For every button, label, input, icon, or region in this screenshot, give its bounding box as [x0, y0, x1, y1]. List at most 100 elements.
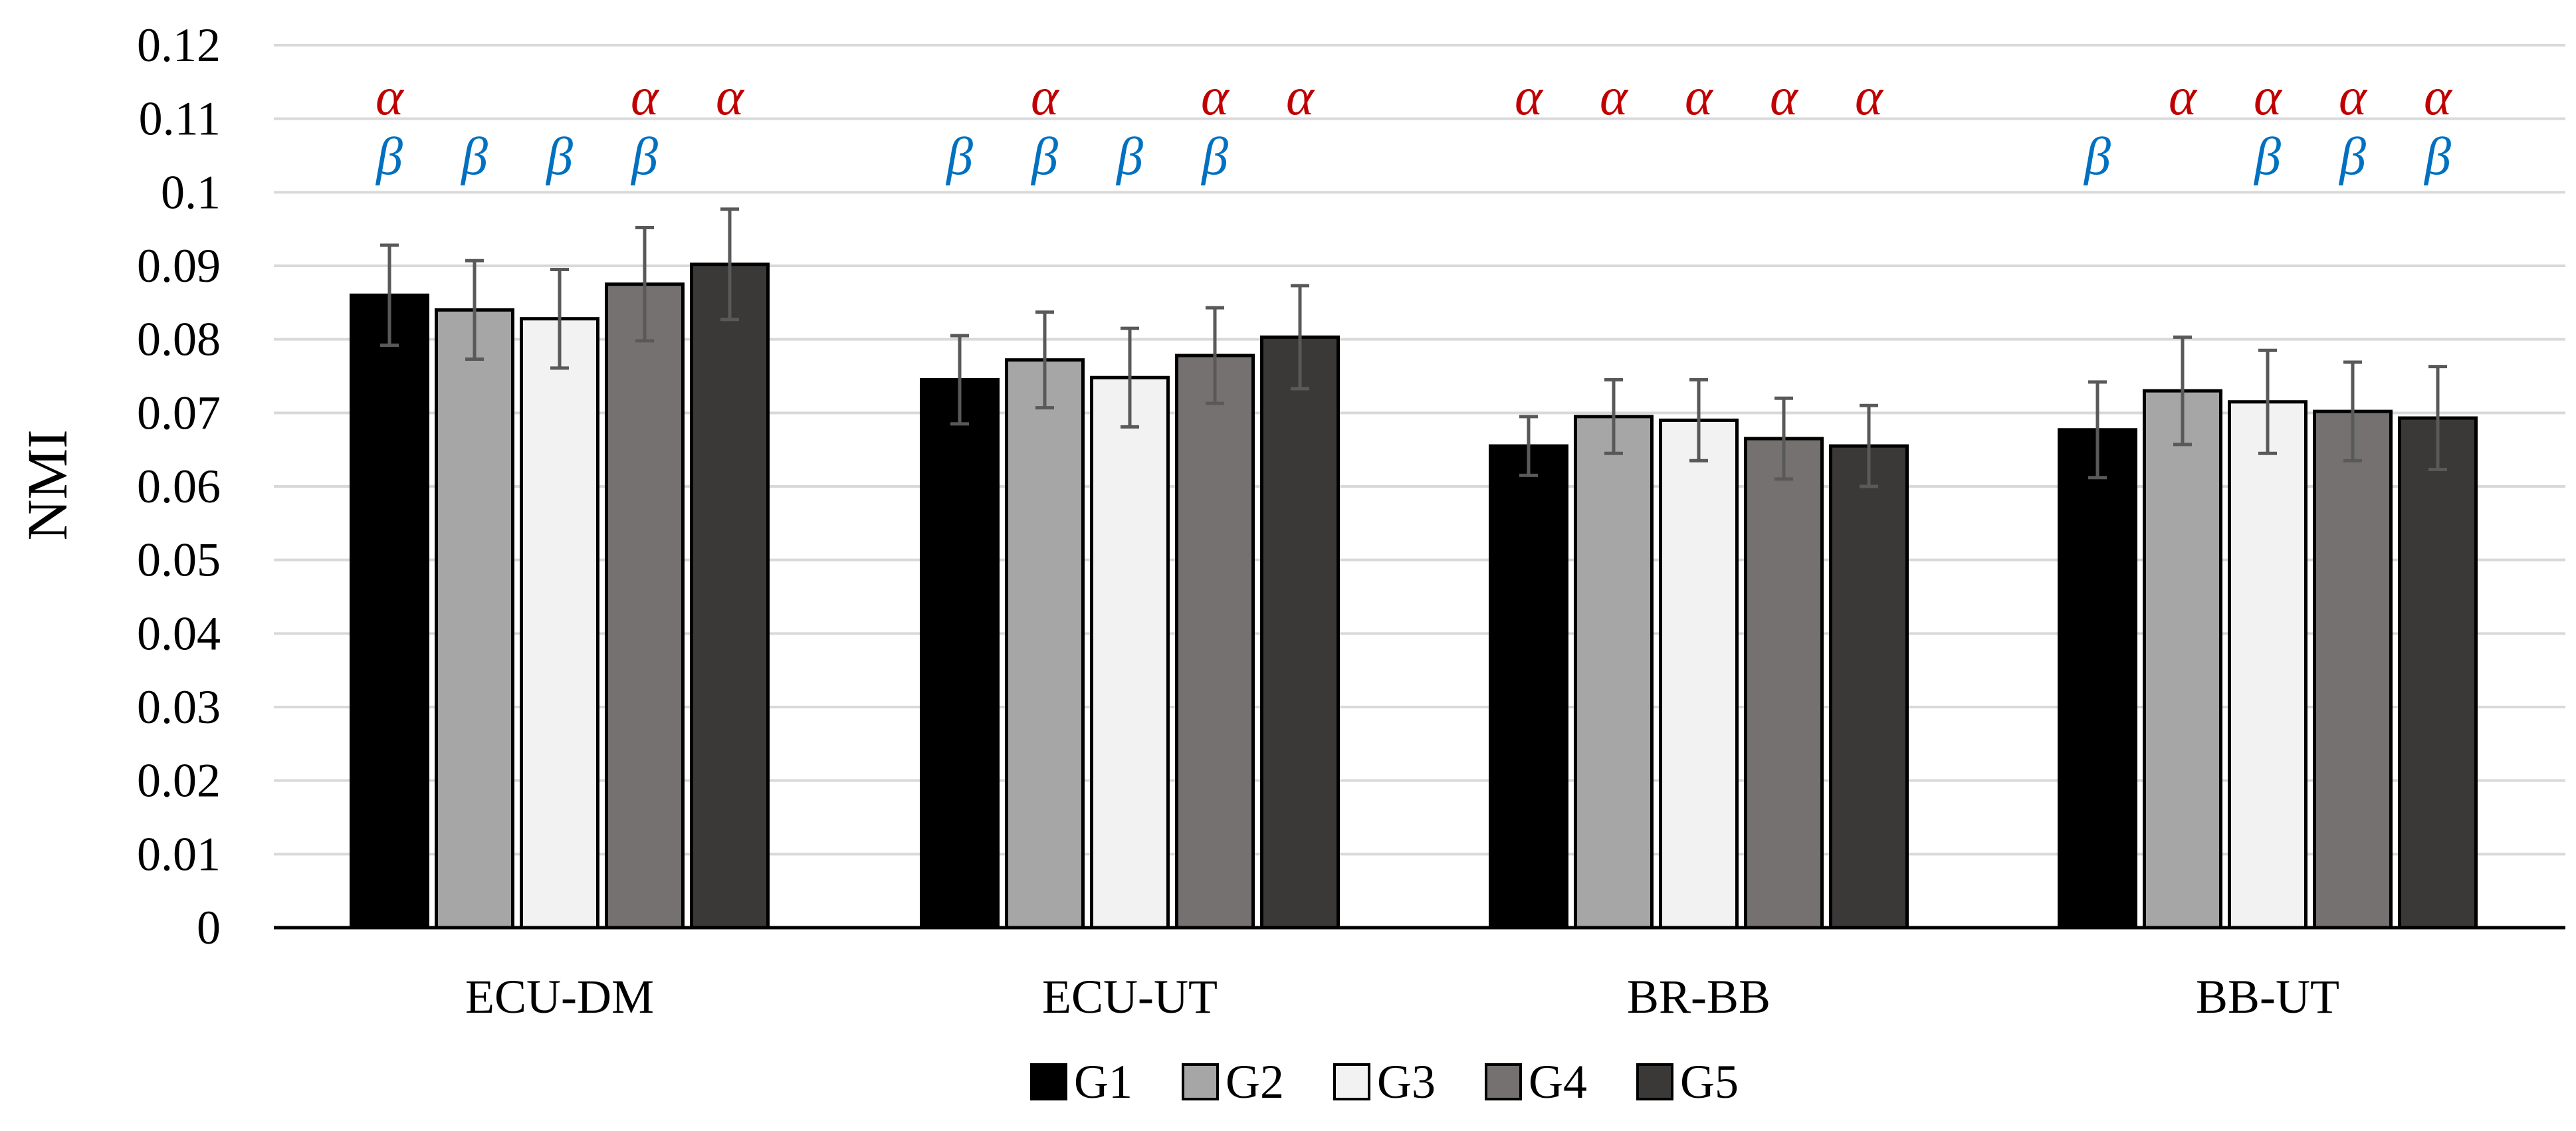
error-bar	[1121, 326, 1139, 429]
legend: G1 G2 G3 G4 G5	[1030, 1055, 1739, 1108]
error-bar	[2088, 380, 2107, 480]
error-bar	[550, 268, 569, 370]
bar-ecu-dm-g5	[690, 262, 770, 930]
alpha-marker: α	[1515, 68, 1544, 126]
beta-marker: β	[545, 128, 573, 186]
error-bar	[950, 334, 969, 426]
bar-br-bb-g1	[1489, 444, 1568, 930]
bar-bb-ut-g1	[2058, 428, 2137, 930]
legend-swatch	[1333, 1063, 1370, 1100]
beta-marker: β	[375, 128, 403, 186]
bar-br-bb-g2	[1574, 415, 1654, 930]
y-tick-label: 0.04	[137, 607, 221, 660]
error-bar	[465, 258, 484, 361]
legend-label: G4	[1529, 1055, 1587, 1108]
y-tick-label: 0.11	[139, 92, 221, 146]
bar-ecu-dm-g3	[520, 317, 599, 930]
error-bar	[2173, 335, 2192, 447]
beta-marker: β	[460, 128, 488, 186]
error-bar	[1035, 310, 1054, 410]
beta-marker: β	[1200, 128, 1228, 186]
alpha-marker: α	[1031, 68, 1060, 126]
legend-item-g4: G4	[1485, 1055, 1587, 1108]
bar-br-bb-g3	[1659, 418, 1739, 930]
bar-bb-ut-g4	[2313, 409, 2393, 930]
alpha-marker: α	[376, 68, 405, 126]
beta-marker: β	[2253, 128, 2281, 186]
alpha-marker: α	[1600, 68, 1629, 126]
legend-item-g1: G1	[1030, 1055, 1132, 1108]
error-bar	[635, 225, 654, 343]
category-label: BB-UT	[2196, 970, 2339, 1023]
y-tick-label: 0.09	[137, 239, 221, 292]
y-tick-label: 0.02	[137, 754, 221, 807]
y-tick-label: 0.08	[137, 313, 221, 366]
bar-ecu-dm-g4	[605, 282, 685, 930]
y-tick-label: 0	[197, 901, 221, 954]
y-tick-label: 0.1	[161, 165, 221, 219]
category-labels: ECU-DM ECU-UT BR-BB BB-UT	[465, 970, 2339, 1023]
error-bar	[2258, 348, 2277, 455]
bar-bb-ut-g5	[2398, 416, 2478, 930]
error-bar	[1689, 378, 1708, 463]
alpha-marker: α	[631, 68, 660, 126]
alpha-marker: α	[1685, 68, 1714, 126]
error-bar	[1291, 284, 1309, 391]
bar-ecu-ut-g4	[1175, 354, 1255, 930]
beta-marker: β	[2423, 128, 2451, 186]
error-bar	[1519, 415, 1538, 477]
category-label: BR-BB	[1627, 970, 1771, 1023]
y-tick-label: 0.01	[137, 827, 221, 880]
y-axis-ticks: 0 0.01 0.02 0.03 0.04 0.05 0.06 0.07 0.08 0.09 0.1…	[137, 19, 221, 954]
legend-swatch	[1485, 1063, 1522, 1100]
error-bar	[720, 207, 739, 322]
y-tick-label: 0.07	[137, 386, 221, 439]
legend-label: G5	[1680, 1055, 1739, 1108]
alpha-marker: α	[1201, 68, 1230, 126]
bar-ecu-dm-g2	[435, 308, 514, 930]
bar-br-bb-g5	[1829, 444, 1909, 930]
error-bars	[380, 207, 2447, 488]
category-label: ECU-DM	[465, 970, 654, 1023]
bar-ecu-dm-g1	[350, 293, 429, 930]
legend-swatch	[1636, 1063, 1673, 1100]
beta-marker: β	[2083, 128, 2111, 186]
y-tick-label: 0.03	[137, 680, 221, 734]
alpha-marker: α	[2254, 68, 2283, 126]
bar-br-bb-g4	[1744, 437, 1824, 930]
alpha-marker: α	[2424, 68, 2453, 126]
beta-marker: β	[945, 128, 973, 186]
legend-label: G3	[1377, 1055, 1436, 1108]
y-tick-label: 0.06	[137, 460, 221, 513]
legend-label: G2	[1226, 1055, 1284, 1108]
legend-label: G1	[1074, 1055, 1132, 1108]
alpha-marker: α	[1286, 68, 1315, 126]
error-bar	[2343, 360, 2362, 463]
legend-item-g2: G2	[1182, 1055, 1284, 1108]
alpha-marker: α	[2339, 68, 2368, 126]
legend-swatch	[1182, 1063, 1219, 1100]
error-bar	[1774, 396, 1793, 481]
alpha-marker: α	[1770, 68, 1799, 126]
beta-marker: β	[1115, 128, 1143, 186]
error-bar	[1206, 306, 1224, 405]
bar-ecu-ut-g5	[1260, 335, 1340, 930]
bars	[350, 262, 2478, 930]
error-bar	[1604, 378, 1623, 455]
beta-marker: β	[1030, 128, 1058, 186]
error-bar	[380, 243, 399, 348]
y-tick-label: 0.05	[137, 534, 221, 587]
alpha-marker: α	[716, 68, 745, 126]
bar-bb-ut-g2	[2143, 389, 2222, 930]
legend-item-g5: G5	[1636, 1055, 1739, 1108]
bar-ecu-ut-g3	[1090, 375, 1170, 930]
category-label: ECU-UT	[1042, 970, 1218, 1023]
bar-ecu-ut-g2	[1005, 358, 1085, 930]
bar-bb-ut-g3	[2228, 400, 2308, 930]
beta-marker: β	[2338, 128, 2366, 186]
legend-swatch	[1030, 1063, 1067, 1100]
beta-marker: β	[630, 128, 658, 186]
